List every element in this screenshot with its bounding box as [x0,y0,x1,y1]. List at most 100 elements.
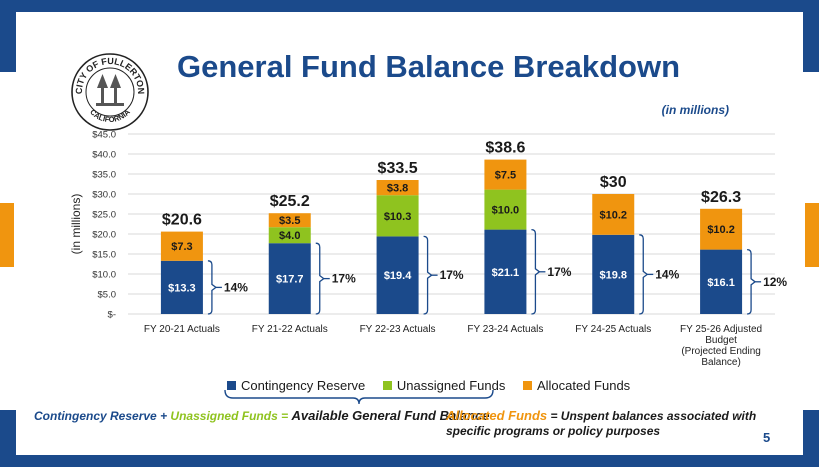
bar-value-label: $3.8 [387,183,408,195]
bar-segment [376,236,419,314]
bar-segment [700,249,743,314]
bar-segment [484,189,527,230]
legend-group-brace [224,389,494,405]
legend-allocated: Allocated Funds [522,378,631,393]
bar-value-label: $19.4 [384,270,412,282]
footer-available-balance: Available General Fund Balance [291,408,490,423]
bar-segment [484,159,527,190]
bar-total-label: $33.5 [378,160,418,177]
bar-value-label: $7.5 [495,170,516,182]
bar-segment [592,234,635,314]
top-border [0,0,819,12]
x-category-label: Budget [705,335,737,346]
y-tick-label: $40.0 [92,150,116,161]
footer-equals-sign: = [281,409,289,423]
y-tick-label: $25.0 [92,210,116,221]
units-note: (in millions) [661,103,729,117]
bar-segment [268,213,311,228]
reserve-percent-label: 12% [763,275,787,289]
footer-allocated-definition: Allocated Funds = Unspent balances assoc… [446,408,776,439]
reserve-bracket [423,235,433,315]
legend-contingency: Contingency Reserve [227,378,365,393]
bar-value-label: $10.3 [384,211,412,223]
bar-value-label: $10.0 [492,205,520,217]
y-tick-label: $20.0 [92,230,116,241]
right-accent-tab [805,203,819,267]
x-category-label: Balance) [701,357,740,368]
bar-value-label: $19.8 [599,269,627,281]
bar-segment [160,260,203,314]
legend-unassigned: Unassigned Funds [382,378,506,393]
bar-segment [592,194,635,235]
legend-label-contingency: Contingency Reserve [241,378,366,393]
bar-value-label: $21.1 [492,267,520,279]
reserve-bracket [747,248,757,315]
left-accent-tab [0,203,14,267]
y-axis-label: (in millions) [69,194,83,255]
bar-value-label: $3.5 [279,215,300,227]
x-category-label: FY 25-26 Adjusted [680,324,762,335]
bar-total-label: $20.6 [162,212,202,229]
reserve-percent-label: 14% [224,280,248,294]
x-category-label: FY 21-22 Actuals [252,324,328,335]
x-category-label: FY 23-24 Actuals [467,324,543,335]
y-tick-label: $30.0 [92,190,116,201]
reserve-percent-label: 17% [332,272,356,286]
reserve-percent-label: 17% [547,265,571,279]
page-number: 5 [763,430,771,445]
footer-allocated-text: = Unspent balances associated with speci… [446,409,757,438]
bar-total-label: $25.2 [270,193,310,210]
footer-allocated-term: Allocated Funds [446,408,548,423]
footer-plus-sign: + [160,409,168,423]
y-tick-label: $15.0 [92,250,116,261]
legend-label-unassigned: Unassigned Funds [396,378,506,393]
x-category-label: FY 20-21 Actuals [144,324,220,335]
bar-value-label: $13.3 [168,282,196,294]
bar-segment [268,243,311,314]
reserve-percent-label: 14% [655,267,679,281]
bar-total-label: $38.6 [485,140,525,157]
bar-segment [700,208,743,250]
x-category-label: FY 22-23 Actuals [360,324,436,335]
reserve-bracket [531,228,541,315]
bar-value-label: $4.0 [279,230,300,242]
right-bottom-border [803,410,819,455]
bar-segment [376,180,419,196]
y-tick-label: $45.0 [92,130,116,141]
page-title: General Fund Balance Breakdown [177,49,681,84]
bottom-border [0,455,819,467]
bar-value-label: $16.1 [707,277,735,289]
footer-contingency-term: Contingency Reserve [34,409,157,423]
x-category-label: (Projected Ending [681,346,761,357]
bar-segment [268,227,311,244]
left-top-border [0,12,16,72]
bar-total-label: $26.3 [701,189,741,206]
chart-legend: Contingency Reserve Unassigned Funds All… [227,378,644,393]
legend-swatch-unassigned [382,381,392,391]
left-bottom-border [0,410,16,455]
city-seal-logo: CITY OF FULLERTON CALIFORNIA [71,53,149,131]
bar-segment [376,195,419,237]
footer-available-balance-formula: Contingency Reserve + Unassigned Funds =… [34,408,489,423]
bar-segment [484,229,527,314]
reserve-bracket [207,260,218,315]
bar-value-label: $7.3 [171,241,192,253]
bar-segment [160,231,203,261]
right-top-border [803,12,819,72]
bar-value-label: $17.7 [276,274,304,286]
bar-total-label: $30 [600,174,627,191]
legend-swatch-contingency [227,381,236,391]
bar-value-label: $10.2 [599,209,627,221]
logo-trees-icon [96,74,124,106]
y-tick-label: $- [108,310,116,321]
y-tick-label: $5.0 [98,290,117,301]
legend-swatch-allocated [522,381,532,391]
y-tick-label: $10.0 [92,270,116,281]
legend-label-allocated: Allocated Funds [536,378,631,393]
y-tick-label: $35.0 [92,170,116,181]
reserve-percent-label: 17% [440,268,464,282]
footer-unassigned-term: Unassigned Funds [170,409,278,423]
x-category-label: FY 24-25 Actuals [575,324,651,335]
bar-value-label: $10.2 [707,224,735,236]
